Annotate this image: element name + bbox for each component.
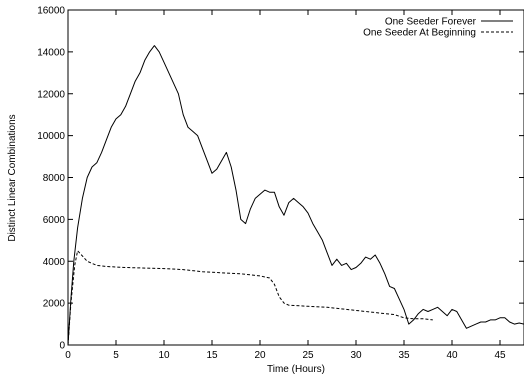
x-axis: 0 5 10 15 20 25 30 35 40 45 — [65, 10, 506, 361]
series-line-one-seeder-forever — [67, 45, 524, 346]
x-tick-label: 15 — [206, 350, 218, 361]
x-tick-label: 25 — [302, 350, 314, 361]
x-tick-label: 20 — [254, 350, 266, 361]
x-tick-label: 0 — [65, 350, 71, 361]
y-tick-label: 2000 — [43, 299, 66, 310]
y-tick-label: 14000 — [37, 47, 65, 58]
legend-label: One Seeder At Beginning — [363, 28, 476, 39]
x-tick-label: 35 — [398, 350, 410, 361]
x-tick-label: 10 — [158, 350, 170, 361]
y-tick-label: 12000 — [37, 89, 65, 100]
y-tick-label: 8000 — [43, 173, 66, 184]
x-tick-label: 30 — [350, 350, 362, 361]
x-tick-label: 40 — [446, 350, 458, 361]
y-tick-label: 4000 — [43, 257, 66, 268]
y-tick-label: 10000 — [37, 131, 65, 142]
x-axis-title: Time (Hours) — [267, 364, 325, 375]
series-line-one-seeder-at-beginning — [67, 250, 433, 346]
y-axis-title: Distinct Linear Combinations — [7, 114, 18, 241]
y-tick-label: 0 — [59, 341, 65, 352]
plot-frame — [67, 9, 524, 346]
y-axis: 0 2000 4000 6000 8000 10000 12000 14000 16000 — [37, 6, 524, 352]
x-tick-label: 5 — [113, 350, 119, 361]
y-tick-label: 16000 — [37, 6, 65, 17]
series-layer — [67, 45, 524, 346]
x-tick-label: 45 — [494, 350, 506, 361]
legend-label: One Seeder Forever — [385, 17, 477, 28]
y-tick-label: 6000 — [43, 215, 66, 226]
